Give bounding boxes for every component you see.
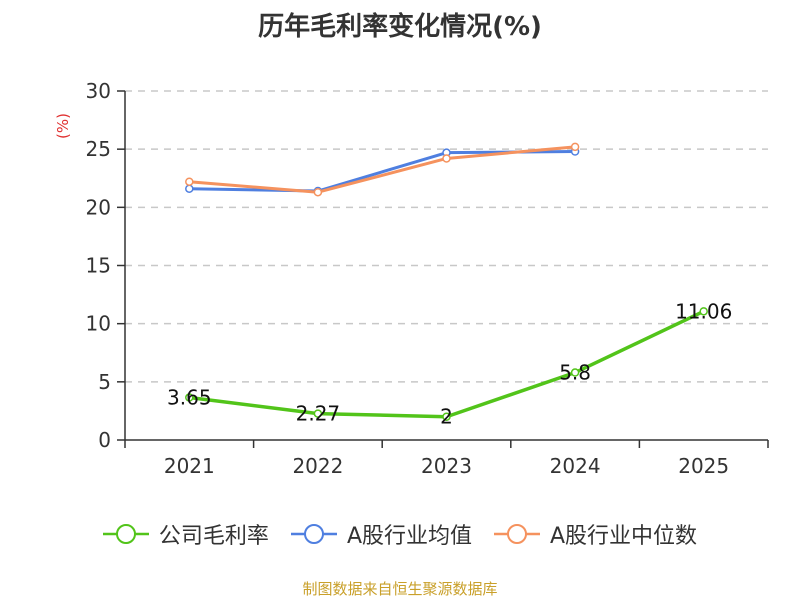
data-point [442,154,451,163]
source-note: 制图数据来自恒生聚源数据库 [302,580,498,598]
legend-label: A股行业均值 [346,524,472,549]
data-point [442,412,451,421]
series-line [189,309,705,419]
series-line [189,145,576,194]
y-tick-label: 0 [98,428,111,452]
x-tick-label: 2021 [164,454,215,478]
y-tick-label: 5 [98,370,111,394]
data-point [313,187,323,197]
legend-swatch-icon [102,524,149,544]
legend-item[interactable]: 公司毛利率 [102,518,269,550]
legend-item[interactable]: A股行业均值 [290,518,472,550]
y-tick-label: 30 [86,79,111,103]
series-lines [185,142,708,421]
legend: 公司毛利率 A股行业均值 A股行业中位数 [0,518,800,550]
data-label: 11.06 [675,299,732,323]
data-label: 3.65 [167,386,212,410]
data-point [570,368,580,377]
x-tick-label: 2024 [550,454,601,478]
data-label: 2.27 [296,402,341,426]
data-point [313,409,323,418]
grid-lines [125,90,768,383]
x-tick-label: 2022 [292,454,343,478]
x-tick-label: 2025 [678,454,729,478]
legend-swatch-icon [290,524,337,544]
y-tick-label: 15 [86,254,111,278]
legend-swatch-icon [494,524,540,544]
data-point [185,393,194,402]
y-tick-label: 25 [86,137,111,161]
y-axis-unit-label: (%) [54,113,72,139]
y-tick-label: 20 [86,195,111,219]
y-tick-label: 10 [86,312,111,336]
data-label: 2 [440,405,453,429]
data-point [185,184,194,193]
data-point [570,142,580,152]
chart-title: 历年毛利率变化情况(%) [258,12,542,42]
data-point [699,307,708,316]
legend-item[interactable]: A股行业中位数 [494,518,697,550]
data-point [185,177,194,186]
data-labels: 3.65 2.27 2 5.8 11.06 [167,299,732,428]
data-label: 5.8 [559,361,591,385]
x-tick-label: 2023 [421,454,472,478]
legend-label: A股行业中位数 [550,524,698,549]
legend-label: 公司毛利率 [158,524,269,549]
